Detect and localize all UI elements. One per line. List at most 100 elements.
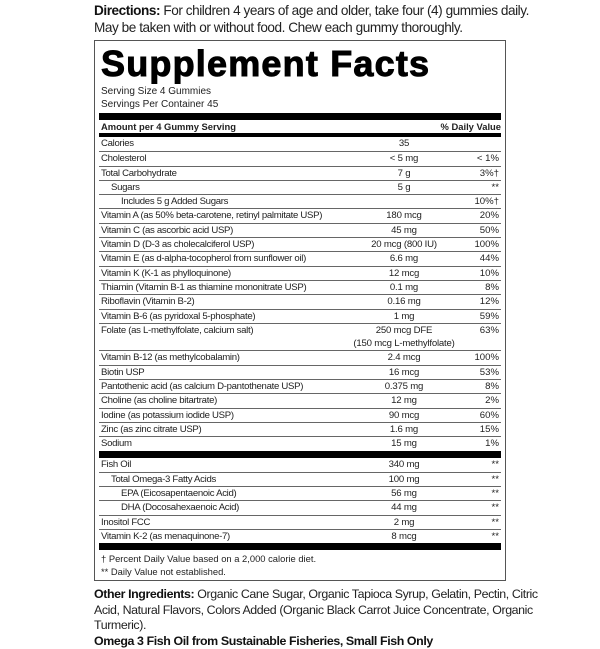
amount: 1.6 mg bbox=[389, 423, 419, 435]
table-row: Sugars 5 g ** bbox=[99, 179, 501, 194]
panel-title: Supplement Facts bbox=[101, 43, 431, 84]
table-row: Vitamin K-2 (as menaquinone-7) 8 mcg ** bbox=[99, 529, 501, 543]
daily-value: 100% bbox=[474, 239, 499, 251]
footnote-dagger: † Percent Daily Value based on a 2,000 c… bbox=[101, 553, 317, 565]
daily-value: 63% bbox=[479, 324, 499, 336]
nutrient-name: Pantothenic acid (as calcium D-pantothen… bbox=[101, 381, 304, 393]
other-ingredients: Other Ingredients: Organic Cane Sugar, O… bbox=[94, 587, 554, 649]
nutrient-name: Iodine (as potassium iodide USP) bbox=[101, 409, 234, 421]
amount: 0.16 mg bbox=[387, 296, 421, 308]
nutrient-name: Total Omega-3 Fatty Acids bbox=[111, 473, 217, 485]
daily-value: 3%† bbox=[479, 167, 499, 179]
nutrient-list: Calories 35 Cholesterol < 5 mg < 1% Total Car… bbox=[99, 137, 501, 451]
amount: 100 mg bbox=[388, 473, 420, 485]
table-row: Includes 5 g Added Sugars 10%† bbox=[99, 194, 501, 208]
amount-cell: 35 bbox=[343, 137, 465, 151]
table-row: Zinc (as zinc citrate USP) 1.6 mg 15% bbox=[99, 421, 501, 436]
amount-cell: 45 mg bbox=[343, 224, 465, 237]
amount: 8 mcg bbox=[391, 531, 417, 543]
daily-value: 50% bbox=[479, 224, 499, 236]
amount: 35 bbox=[398, 138, 410, 149]
amount-cell: 1 mg bbox=[343, 310, 465, 323]
table-row: Calories 35 bbox=[99, 137, 501, 151]
nutrient-name: Folate (as L-methylfolate, calcium salt) bbox=[101, 324, 254, 336]
daily-value: 60% bbox=[479, 409, 499, 421]
daily-value: 2% bbox=[485, 395, 499, 407]
nutrient-name: Calories bbox=[101, 138, 134, 149]
daily-value: 59% bbox=[479, 310, 499, 322]
nutrient-name: Fish Oil bbox=[101, 458, 132, 470]
other-label: Other Ingredients: bbox=[94, 587, 195, 602]
amount: 0.1 mg bbox=[389, 281, 419, 293]
amount-cell: 8 mcg bbox=[343, 530, 465, 543]
header-amount: Amount per 4 Gummy Serving bbox=[101, 121, 236, 132]
nutrient-name: Biotin USP bbox=[101, 366, 145, 378]
table-row: Biotin USP 16 mcg 53% bbox=[99, 364, 501, 379]
amount-cell: 100 mg bbox=[343, 473, 465, 486]
amount-cell: 7 g bbox=[343, 167, 465, 180]
nutrient-name: Vitamin K-2 (as menaquinone-7) bbox=[101, 531, 230, 543]
amount: 5 g bbox=[397, 181, 411, 193]
table-row: Vitamin B-6 (as pyridoxal 5-phosphate) 1 … bbox=[99, 308, 501, 323]
amount-cell: 180 mcg bbox=[343, 209, 465, 222]
amount: 7 g bbox=[397, 167, 411, 179]
amount-cell: 20 mcg (800 IU) bbox=[343, 238, 465, 251]
amount-cell: 5 g bbox=[343, 181, 465, 194]
table-header: Amount per 4 Gummy Serving % Daily Value bbox=[99, 120, 501, 133]
header-dv: % Daily Value bbox=[440, 121, 501, 132]
amount-cell: 0.375 mg bbox=[343, 380, 465, 393]
amount: 2.4 mcg bbox=[387, 352, 421, 364]
amount-cell: 6.6 mg bbox=[343, 252, 465, 265]
table-row: EPA (Eicosapentaenoic Acid) 56 mg ** bbox=[99, 486, 501, 500]
directions: Directions: For children 4 years of age … bbox=[94, 2, 534, 36]
amount: 16 mcg bbox=[388, 366, 420, 378]
other-ingredient-list: Fish Oil 340 mg ** Total Omega-3 Fatty Acid… bbox=[99, 458, 501, 544]
table-row: Vitamin B-12 (as methylcobalamin) 2.4 mcg… bbox=[99, 350, 501, 364]
divider bbox=[99, 543, 501, 551]
table-row: Vitamin C (as ascorbic acid USP) 45 mg 50% bbox=[99, 222, 501, 237]
amount-cell: 12 mg bbox=[343, 394, 465, 407]
nutrient-name: Riboflavin (Vitamin B-2) bbox=[101, 296, 195, 308]
amount: 2 mg bbox=[393, 516, 415, 528]
amount: 44 mg bbox=[391, 502, 417, 514]
divider bbox=[99, 450, 501, 458]
amount: 0.375 mg bbox=[384, 381, 424, 393]
daily-value: 1% bbox=[485, 438, 499, 450]
amount-cell: 12 mcg bbox=[343, 267, 465, 280]
table-row: Total Carbohydrate 7 g 3%† bbox=[99, 165, 501, 180]
amount-cell: 90 mcg bbox=[343, 409, 465, 422]
daily-value: ** bbox=[491, 488, 499, 500]
daily-value: 12% bbox=[479, 296, 499, 308]
daily-value: 8% bbox=[485, 381, 499, 393]
directions-text: For children 4 years of age and older, t… bbox=[94, 3, 529, 35]
amount: 1 mg bbox=[393, 310, 415, 322]
fish-oil-note: Omega 3 Fish Oil from Sustainable Fisher… bbox=[94, 633, 433, 648]
daily-value: ** bbox=[491, 473, 499, 485]
amount: 90 mcg bbox=[388, 409, 420, 421]
nutrient-name: Includes 5 g Added Sugars bbox=[121, 196, 229, 208]
table-row: Inositol FCC 2 mg ** bbox=[99, 514, 501, 529]
daily-value: 8% bbox=[485, 281, 499, 293]
daily-value: ** bbox=[491, 181, 499, 193]
table-row: DHA (Docosahexaenoic Acid) 44 mg ** bbox=[99, 500, 501, 514]
daily-value: 100% bbox=[474, 352, 499, 364]
nutrient-name: DHA (Docosahexaenoic Acid) bbox=[121, 502, 240, 514]
amount: 12 mg bbox=[391, 395, 417, 407]
nutrient-name: Sodium bbox=[101, 438, 132, 450]
nutrient-name: Total Carbohydrate bbox=[101, 167, 177, 179]
nutrient-name: Vitamin K (K-1 as phylloquinone) bbox=[101, 267, 231, 279]
table-row: Vitamin E (as d-alpha-tocopherol from su… bbox=[99, 251, 501, 265]
nutrient-name: Vitamin C (as ascorbic acid USP) bbox=[101, 224, 234, 236]
nutrient-name: Cholesterol bbox=[101, 153, 147, 165]
divider bbox=[99, 113, 501, 120]
amount-cell: 2.4 mcg bbox=[343, 351, 465, 364]
table-row: Choline (as choline bitartrate) 12 mg 2% bbox=[99, 393, 501, 407]
table-row: Riboflavin (Vitamin B-2) 0.16 mg 12% bbox=[99, 294, 501, 308]
amount-cell: < 5 mg bbox=[343, 152, 465, 165]
amount-cell: 44 mg bbox=[343, 501, 465, 514]
daily-value: ** bbox=[491, 458, 499, 470]
daily-value: 53% bbox=[479, 366, 499, 378]
amount: 45 mg bbox=[391, 224, 417, 236]
label-content: Directions: For children 4 years of age … bbox=[94, 2, 538, 649]
amount-cell: 250 mcg DFE (150 mcg L-methylfolate) bbox=[343, 324, 465, 351]
